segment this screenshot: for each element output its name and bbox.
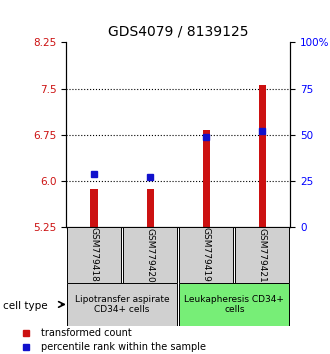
Bar: [67, 283, 177, 326]
Bar: [179, 283, 289, 326]
Text: percentile rank within the sample: percentile rank within the sample: [41, 342, 206, 352]
Title: GDS4079 / 8139125: GDS4079 / 8139125: [108, 24, 248, 39]
Text: GSM779421: GSM779421: [258, 228, 267, 282]
Text: GSM779420: GSM779420: [146, 228, 155, 282]
Bar: [179, 227, 233, 283]
Bar: [67, 227, 121, 283]
Bar: [259, 85, 266, 227]
Bar: [235, 227, 289, 283]
Text: Lipotransfer aspirate
CD34+ cells: Lipotransfer aspirate CD34+ cells: [75, 295, 169, 314]
Text: cell type: cell type: [3, 301, 48, 311]
Text: Leukapheresis CD34+
cells: Leukapheresis CD34+ cells: [184, 295, 284, 314]
Text: transformed count: transformed count: [41, 328, 132, 338]
Bar: [147, 189, 154, 227]
Bar: [203, 130, 210, 227]
Text: GSM779418: GSM779418: [89, 227, 99, 282]
Text: GSM779419: GSM779419: [202, 227, 211, 282]
Bar: [123, 227, 177, 283]
Bar: [90, 189, 98, 227]
